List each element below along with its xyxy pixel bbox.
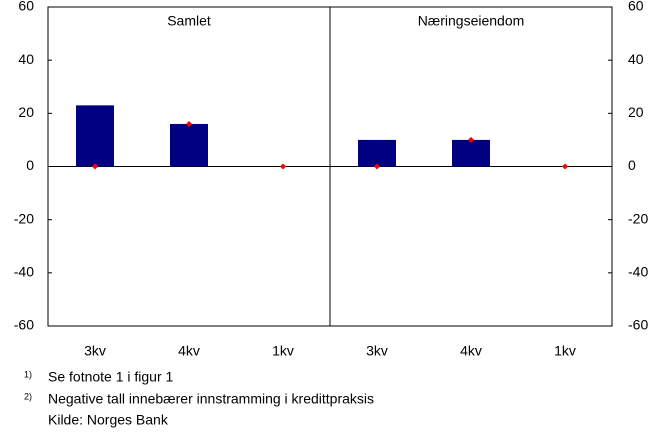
panel-title: Næringseiendom bbox=[418, 13, 525, 29]
x-tick-label: 1kv bbox=[272, 343, 294, 359]
point-marker bbox=[468, 136, 474, 143]
y-tick-label: -20 bbox=[14, 210, 34, 226]
y-tick-label: 60 bbox=[628, 0, 644, 14]
bar bbox=[452, 139, 490, 167]
x-tick-label: 4kv bbox=[460, 343, 482, 359]
footnote: Negative tall innebærer innstramming i k… bbox=[48, 391, 374, 407]
y-tick-label: -20 bbox=[628, 210, 648, 226]
y-tick-label: 40 bbox=[18, 51, 34, 67]
bar bbox=[170, 123, 208, 167]
y-tick-label: -40 bbox=[628, 264, 648, 280]
point-marker bbox=[186, 120, 192, 127]
point-marker bbox=[92, 163, 98, 170]
point-marker bbox=[280, 163, 286, 170]
y-tick-label: 20 bbox=[628, 104, 644, 120]
x-tick-label: 3kv bbox=[366, 343, 388, 359]
y-tick-label: 60 bbox=[18, 0, 34, 14]
y-tick-label: -60 bbox=[628, 317, 648, 333]
x-tick-label: 4kv bbox=[178, 343, 200, 359]
y-tick-label: 0 bbox=[26, 157, 34, 173]
y-tick-label: -60 bbox=[14, 317, 34, 333]
source: Kilde: Norges Bank bbox=[48, 412, 169, 428]
bar bbox=[358, 139, 396, 167]
x-tick-label: 3kv bbox=[84, 343, 106, 359]
bar bbox=[76, 105, 114, 167]
y-tick-label: -40 bbox=[14, 264, 34, 280]
x-tick-label: 1kv bbox=[554, 343, 576, 359]
point-marker bbox=[374, 163, 380, 170]
point-marker bbox=[562, 163, 568, 170]
y-tick-label: 20 bbox=[18, 104, 34, 120]
footnote-marker: 2) bbox=[24, 391, 32, 401]
footnote: Se fotnote 1 i figur 1 bbox=[48, 369, 174, 385]
y-tick-label: 0 bbox=[628, 157, 636, 173]
panel-title: Samlet bbox=[167, 13, 211, 29]
footnote-marker: 1) bbox=[24, 369, 32, 379]
y-tick-label: 40 bbox=[628, 51, 644, 67]
